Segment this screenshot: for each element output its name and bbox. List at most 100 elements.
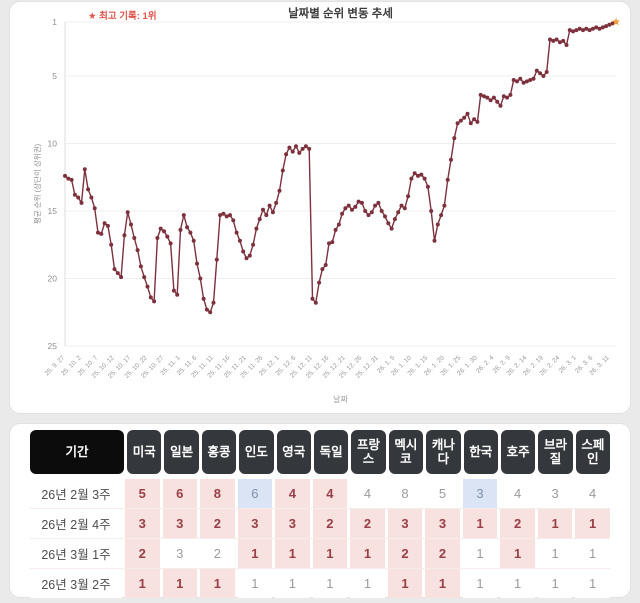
data-point (343, 206, 348, 211)
table-row: 26년 3월 2주 1 1 1 1 1 1 1 1 1 1 1 1 1 (30, 568, 610, 598)
data-point (392, 217, 397, 222)
data-point (472, 117, 477, 122)
data-point (297, 150, 302, 155)
rank-cell: 3 (162, 539, 198, 568)
data-point (267, 203, 272, 208)
data-point (171, 288, 176, 293)
rank-cell: 8 (387, 479, 423, 508)
rank-cell: 6 (237, 479, 273, 508)
y-tick-label: 1 (52, 17, 57, 27)
table-row: 26년 2월 4주 3 3 2 3 3 2 2 3 3 1 2 1 1 (30, 508, 610, 538)
data-point (300, 146, 305, 151)
rank-cell: 1 (462, 539, 498, 568)
data-point (567, 28, 572, 33)
data-point (383, 214, 387, 219)
data-point (211, 300, 216, 305)
rank-cell: 3 (125, 509, 160, 538)
data-point (270, 210, 275, 215)
data-point (99, 231, 104, 236)
data-point (439, 213, 444, 218)
rank-cell: 1 (575, 539, 610, 568)
data-point (142, 275, 147, 280)
data-point (396, 210, 401, 215)
data-point (402, 206, 407, 211)
rank-cell: 3 (237, 509, 273, 538)
data-point (89, 195, 94, 200)
data-point (353, 204, 358, 209)
data-point (524, 79, 529, 84)
data-point (320, 267, 325, 272)
data-point (429, 209, 434, 213)
data-point (162, 229, 166, 234)
rank-cell: 1 (350, 539, 385, 568)
data-point (534, 68, 539, 73)
data-point (152, 299, 157, 304)
data-point (478, 92, 483, 97)
rank-cell: 2 (387, 539, 423, 568)
column-header-country: 프랑스 (351, 430, 386, 474)
data-point (336, 222, 341, 227)
data-point (254, 226, 259, 231)
data-point (231, 218, 236, 223)
data-point (511, 78, 516, 82)
data-point (138, 264, 143, 269)
data-point (356, 199, 361, 204)
data-point (168, 241, 173, 246)
data-point (584, 26, 589, 31)
data-point (155, 236, 160, 240)
period-label: 26년 2월 3주 (30, 479, 122, 508)
rank-cell: 2 (425, 539, 460, 568)
data-point (366, 213, 371, 218)
data-point (458, 118, 463, 123)
data-point (369, 210, 374, 215)
data-point (119, 275, 124, 280)
rank-cell: 3 (275, 509, 310, 538)
column-header-country: 미국 (127, 430, 162, 474)
data-point (538, 71, 543, 76)
rank-cell: 1 (537, 509, 573, 538)
data-point (241, 249, 246, 254)
rank-cell: 2 (200, 539, 235, 568)
column-header-country: 인도 (239, 430, 274, 474)
data-point (554, 37, 559, 42)
data-point (551, 38, 556, 43)
column-header-country: 독일 (313, 430, 349, 474)
data-point (449, 157, 453, 162)
data-point (132, 236, 137, 240)
data-point (445, 177, 450, 182)
data-point (82, 167, 87, 172)
data-point (541, 74, 546, 78)
data-point (261, 207, 265, 212)
data-point (195, 261, 199, 266)
rank-cell: 1 (425, 569, 460, 598)
data-point (379, 209, 384, 213)
data-point (508, 92, 513, 97)
rank-cell: 1 (125, 569, 160, 598)
data-point (135, 248, 140, 253)
rank-cell: 1 (275, 539, 310, 568)
column-header-country: 일본 (164, 430, 199, 474)
column-header-country: 한국 (463, 430, 498, 474)
data-point (488, 98, 493, 103)
data-point (303, 144, 308, 149)
rank-cell: 2 (350, 509, 385, 538)
data-point (178, 227, 183, 232)
rank-cell: 1 (537, 569, 573, 598)
rank-cell: 4 (275, 479, 310, 508)
rank-cell: 2 (200, 509, 235, 538)
data-point (574, 28, 579, 33)
y-tick-label: 5 (52, 71, 57, 81)
data-point (63, 173, 67, 178)
data-point (363, 209, 368, 213)
data-point (468, 121, 473, 126)
data-point (66, 176, 71, 181)
data-point (406, 194, 411, 199)
rank-cell: 3 (462, 479, 498, 508)
data-point (277, 188, 282, 193)
column-header-country: 호주 (500, 430, 536, 474)
data-point (515, 79, 519, 84)
data-point (491, 95, 496, 100)
data-point (102, 221, 107, 226)
data-point (313, 300, 318, 305)
rank-cell: 1 (275, 569, 310, 598)
